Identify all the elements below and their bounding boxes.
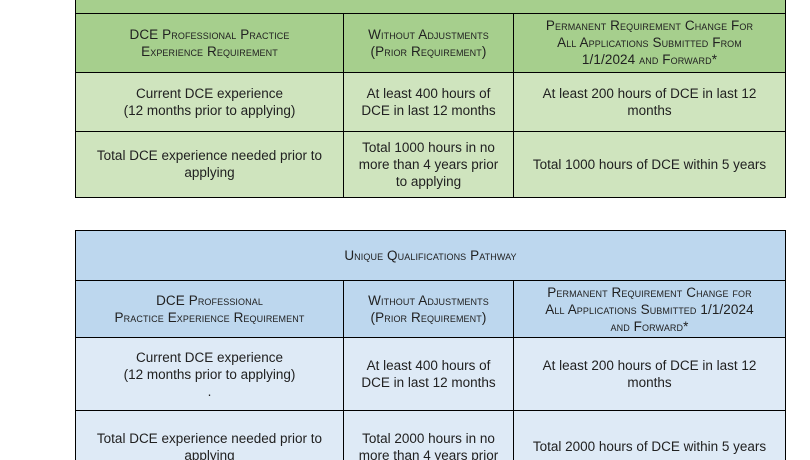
column-header-permanent-change: Permanent Requirement Change For All App… bbox=[512, 12, 787, 73]
table-cell: Current DCE experience (12 months prior … bbox=[75, 71, 344, 132]
table-row: Current DCE experience (12 months prior … bbox=[75, 71, 787, 132]
table-cell: Total 2000 hours in no more than 4 years… bbox=[343, 410, 514, 460]
unique-qualifications-pathway-table: Unique Qualifications Pathway DCE Profes… bbox=[75, 230, 786, 460]
table-row: Total DCE experience needed prior to app… bbox=[75, 130, 787, 198]
column-header-dce-requirement: DCE Professional Practice Experience Req… bbox=[75, 280, 344, 338]
table-title-row-cutoff bbox=[74, 0, 787, 14]
table-title-cell-cutoff bbox=[74, 0, 787, 14]
table-cell: Total DCE experience needed prior to app… bbox=[75, 130, 344, 198]
dce-requirements-table: DCE Professional Practice Experience Req… bbox=[74, 0, 787, 198]
table-row: Total DCE experience needed prior to app… bbox=[75, 410, 786, 460]
table-cell: At least 400 hours of DCE in last 12 mon… bbox=[343, 71, 514, 132]
table-cell: At least 400 hours of DCE in last 12 mon… bbox=[343, 337, 514, 411]
table-title-cell: Unique Qualifications Pathway bbox=[75, 230, 786, 281]
table-cell: Total 1000 hours of DCE within 5 years bbox=[512, 130, 787, 198]
header-row: DCE Professional Practice Experience Req… bbox=[75, 12, 787, 73]
table-cell: Total DCE experience needed prior to app… bbox=[75, 410, 344, 460]
column-header-without-adjustments: Without Adjustments (Prior Requirement) bbox=[343, 12, 514, 73]
column-header-dce-requirement: DCE Professional Practice Experience Req… bbox=[75, 12, 344, 73]
table-cell: Current DCE experience (12 months prior … bbox=[75, 337, 344, 411]
column-header-permanent-change: Permanent Requirement Change for All App… bbox=[513, 280, 786, 338]
table-title-row: Unique Qualifications Pathway bbox=[75, 230, 786, 281]
table-cell: Total 2000 hours of DCE within 5 years bbox=[513, 410, 786, 460]
column-header-without-adjustments: Without Adjustments (Prior Requirement) bbox=[343, 280, 514, 338]
table-cell: At least 200 hours of DCE in last 12 mon… bbox=[512, 71, 787, 132]
header-row: DCE Professional Practice Experience Req… bbox=[75, 280, 786, 338]
table-cell: At least 200 hours of DCE in last 12 mon… bbox=[513, 337, 786, 411]
table-row: Current DCE experience (12 months prior … bbox=[75, 337, 786, 411]
table-cell: Total 1000 hours in no more than 4 years… bbox=[343, 130, 514, 198]
